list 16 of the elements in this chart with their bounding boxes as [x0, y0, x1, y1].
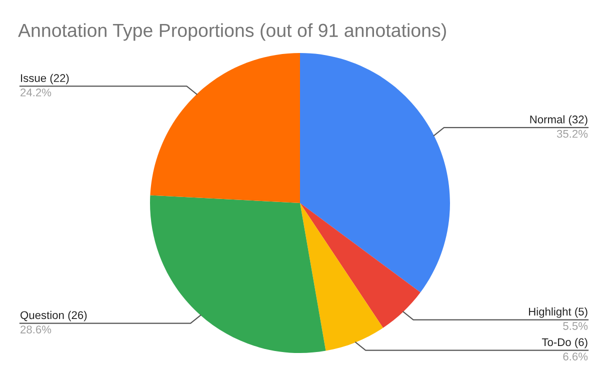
pie-slice — [150, 195, 326, 353]
slice-label: Issue (22) — [21, 74, 69, 84]
data-label: 35.2% — [556, 130, 588, 138]
pie-slice — [300, 203, 420, 328]
data-label: 6.6% — [563, 352, 588, 360]
data-label: 24.2% — [20, 88, 52, 96]
slice-label: Normal (32) — [530, 115, 588, 126]
chart-title: Annotation Type Proportions (out of 91 annotations) — [18, 23, 446, 41]
pie-slice — [300, 53, 450, 292]
data-label: 28.6% — [20, 326, 52, 334]
slice-label: Highlight (5) — [529, 307, 588, 318]
data-label: 5.5% — [563, 322, 588, 330]
slice-label: To-Do (6) — [542, 338, 588, 348]
pie-slice — [150, 53, 300, 203]
pie-slice — [300, 203, 384, 351]
slice-label: Question (26) — [20, 310, 87, 322]
